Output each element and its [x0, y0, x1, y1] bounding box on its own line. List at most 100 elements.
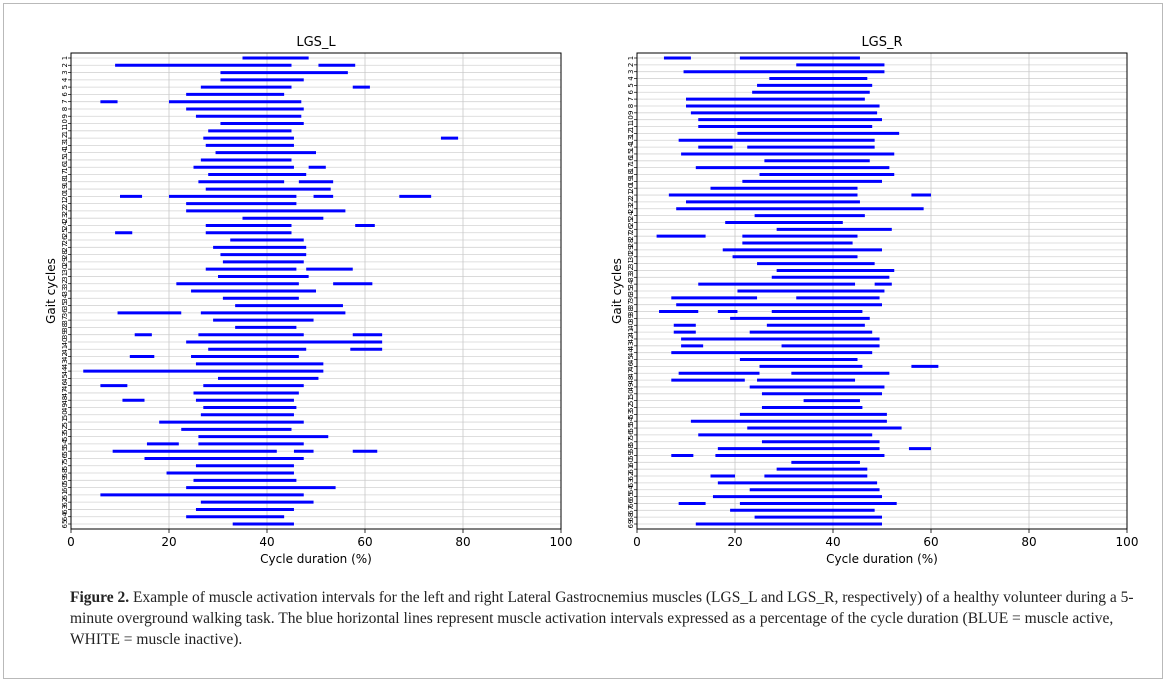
y-tick-label: 56 — [627, 430, 635, 439]
x-tick-label: 100 — [550, 535, 573, 549]
y-tick-label: 48 — [61, 396, 69, 405]
y-tick-label: 35 — [61, 301, 69, 310]
y-tick-label: 60 — [627, 458, 635, 467]
y-tick-label: 12 — [61, 134, 69, 143]
y-tick-label: 45 — [61, 374, 69, 383]
y-tick-label: 39 — [61, 330, 69, 339]
y-tick-label: 34 — [627, 279, 635, 288]
y-tick-label: 41 — [627, 328, 635, 337]
y-tick-label: 16 — [627, 156, 635, 165]
y-tick-label: 56 — [61, 453, 69, 462]
y-tick-label: 52 — [61, 425, 69, 434]
y-tick-label: 55 — [627, 424, 635, 433]
y-tick-label: 46 — [627, 361, 635, 370]
y-tick-label: 63 — [627, 478, 635, 487]
y-tick-label: 55 — [61, 447, 69, 456]
y-tick-label: 36 — [627, 293, 635, 302]
y-tick-label: 40 — [61, 338, 69, 347]
y-tick-label: 57 — [627, 437, 635, 446]
y-tick-label: 64 — [627, 485, 635, 494]
y-tick-label: 4 — [627, 76, 635, 81]
x-tick-label: 100 — [1116, 535, 1139, 549]
y-tick-label: 23 — [627, 204, 635, 213]
y-tick-label: 46 — [61, 381, 69, 390]
y-tick-label: 26 — [627, 224, 635, 233]
y-tick-label: 34 — [61, 293, 69, 302]
y-tick-label: 13 — [61, 141, 69, 150]
y-tick-label: 31 — [627, 259, 635, 268]
y-tick-label: 42 — [61, 352, 69, 361]
caption-label: Figure 2. — [70, 589, 130, 606]
x-tick-label: 60 — [357, 535, 372, 549]
y-tick-label: 27 — [61, 243, 69, 252]
x-axis-label: Cycle duration (%) — [826, 552, 938, 566]
chart-lgs-r: 1234567891011121314151617181920212223242… — [610, 35, 1139, 566]
chart-lgs-l: 1234567891011121314151617181920212223242… — [44, 35, 573, 566]
y-tick-label: 6 — [627, 89, 635, 94]
y-tick-label: 67 — [627, 506, 635, 515]
y-tick-label: 5 — [61, 85, 69, 89]
y-tick-label: 8 — [627, 104, 635, 108]
x-tick-label: 20 — [727, 535, 742, 549]
figure-caption: Figure 2. Example of muscle activation i… — [70, 587, 1140, 650]
y-tick-label: 54 — [61, 439, 69, 448]
y-tick-label: 32 — [61, 279, 69, 288]
x-tick-label: 20 — [161, 535, 176, 549]
y-tick-label: 23 — [61, 214, 69, 223]
x-tick-label: 0 — [67, 535, 75, 549]
y-tick-label: 28 — [627, 239, 635, 248]
x-tick-label: 60 — [923, 535, 938, 549]
y-tick-label: 10 — [627, 115, 635, 124]
y-tick-label: 58 — [61, 469, 69, 478]
y-tick-label: 20 — [61, 192, 69, 201]
y-tick-label: 57 — [61, 461, 69, 470]
y-tick-label: 9 — [627, 111, 635, 115]
y-tick-label: 1 — [627, 56, 635, 60]
caption-text: Example of muscle activation intervals f… — [70, 589, 1134, 648]
x-tick-label: 80 — [1021, 535, 1036, 549]
y-tick-label: 47 — [627, 369, 635, 378]
y-tick-label: 64 — [61, 512, 69, 521]
y-tick-label: 50 — [61, 410, 69, 419]
y-tick-label: 62 — [627, 472, 635, 481]
y-tick-label: 35 — [627, 287, 635, 296]
y-tick-label: 31 — [61, 272, 69, 281]
y-tick-label: 18 — [627, 170, 635, 179]
y-tick-label: 2 — [627, 63, 635, 67]
y-tick-label: 44 — [61, 366, 69, 375]
y-tick-label: 22 — [61, 206, 69, 215]
y-tick-label: 15 — [61, 155, 69, 164]
y-tick-label: 50 — [627, 389, 635, 398]
y-tick-label: 36 — [61, 308, 69, 317]
y-tick-label: 61 — [627, 465, 635, 474]
y-tick-label: 19 — [61, 185, 69, 194]
y-tick-label: 42 — [627, 335, 635, 344]
y-tick-label: 14 — [627, 142, 635, 151]
y-tick-label: 68 — [627, 513, 635, 522]
y-tick-label: 44 — [627, 348, 635, 357]
y-tick-label: 17 — [61, 170, 69, 179]
y-tick-label: 30 — [61, 265, 69, 274]
y-tick-label: 51 — [627, 396, 635, 405]
y-tick-label: 16 — [61, 162, 69, 171]
y-tick-label: 32 — [627, 266, 635, 275]
y-tick-label: 41 — [61, 345, 69, 354]
y-tick-label: 47 — [61, 388, 69, 397]
x-tick-label: 40 — [259, 535, 274, 549]
y-tick-label: 11 — [627, 122, 635, 131]
y-tick-label: 15 — [627, 149, 635, 158]
y-tick-label: 28 — [61, 250, 69, 259]
y-tick-label: 18 — [61, 177, 69, 186]
x-axis-label: Cycle duration (%) — [260, 552, 372, 566]
y-tick-label: 49 — [61, 403, 69, 412]
y-tick-label: 66 — [627, 498, 635, 507]
y-tick-label: 63 — [61, 505, 69, 514]
x-tick-label: 40 — [825, 535, 840, 549]
y-tick-label: 20 — [627, 184, 635, 193]
y-tick-label: 1 — [61, 56, 69, 60]
y-tick-label: 30 — [627, 252, 635, 261]
x-tick-label: 0 — [633, 535, 641, 549]
y-tick-label: 27 — [627, 232, 635, 241]
y-axis-label: Gait cycles — [44, 258, 58, 324]
y-tick-label: 49 — [627, 382, 635, 391]
